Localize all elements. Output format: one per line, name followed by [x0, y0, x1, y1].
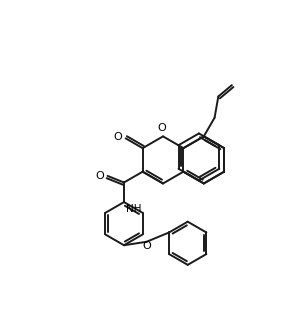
Text: O: O	[113, 132, 122, 142]
Text: O: O	[158, 124, 166, 134]
Text: NH: NH	[126, 204, 142, 214]
Text: O: O	[142, 241, 151, 251]
Text: O: O	[95, 171, 104, 181]
